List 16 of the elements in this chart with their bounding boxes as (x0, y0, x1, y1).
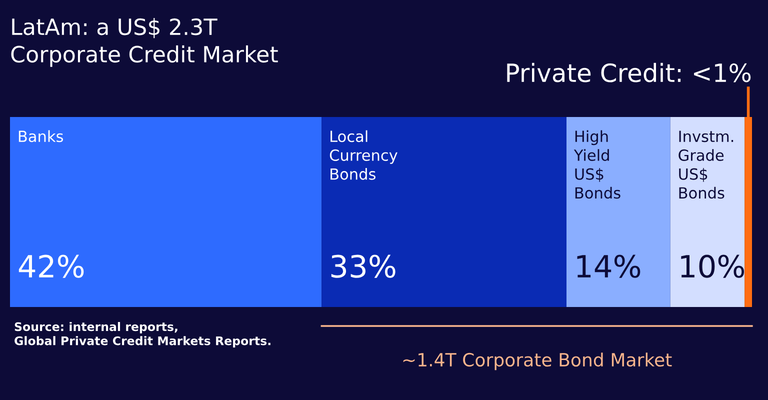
text: Private Credit: <1% (507, 62, 751, 82)
data-label: 10% (681, 254, 744, 278)
series-label: High Yield US$ Bonds (574, 130, 620, 199)
bar (670, 117, 745, 307)
source-note: Source: internal reports, Global Private Credit Markets Reports. (14, 322, 270, 348)
series-label: Local Currency Bonds (330, 130, 398, 180)
bar (10, 117, 322, 307)
text: ~1.4T Corporate Bond Market (403, 352, 672, 370)
series-label: Banks (18, 130, 64, 142)
data-label: 42% (18, 254, 84, 278)
series-label: Invstm. Grade US$ Bonds (678, 130, 734, 199)
data-label: 33% (331, 254, 396, 278)
chart-title: LatAm: a US$ 2.3T Corporate Credit Market (11, 18, 278, 67)
data-label: 14% (577, 254, 640, 278)
bar (322, 117, 566, 307)
bar (566, 117, 670, 307)
